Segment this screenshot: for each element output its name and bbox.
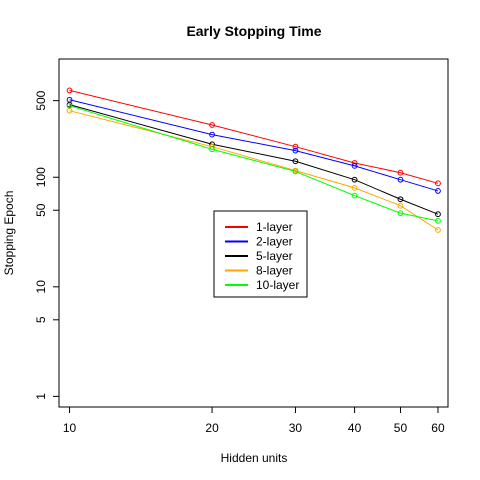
y-tick-label: 100	[34, 167, 48, 187]
legend-label: 2-layer	[256, 235, 293, 249]
y-tick-label: 500	[34, 90, 48, 110]
x-tick-label: 40	[348, 421, 362, 435]
series-line	[69, 89, 439, 184]
y-tick-label: 50	[34, 203, 48, 217]
x-tick-label: 20	[205, 421, 219, 435]
series-10-layer	[66, 102, 441, 224]
series-1-layer	[66, 87, 441, 187]
x-tick-label: 50	[394, 421, 408, 435]
data-point	[397, 210, 404, 217]
series-line	[69, 99, 439, 192]
y-tick-label: 10	[34, 280, 48, 294]
x-tick-label: 30	[289, 421, 303, 435]
data-point	[351, 162, 358, 169]
data-point	[209, 146, 215, 153]
data-point	[397, 176, 404, 183]
y-tick-label: 1	[34, 393, 48, 400]
y-tick-label: 5	[34, 316, 48, 323]
data-point	[351, 184, 358, 191]
x-tick-label: 10	[63, 421, 77, 435]
data-point	[292, 158, 299, 165]
legend-label: 1-layer	[256, 220, 293, 234]
series-line	[69, 110, 439, 231]
data-point	[292, 147, 299, 154]
data-point	[209, 122, 215, 128]
data-point	[435, 217, 441, 224]
data-point	[351, 192, 358, 199]
x-tick-label: 60	[431, 421, 445, 435]
data-point	[397, 196, 404, 203]
data-point	[435, 180, 441, 187]
data-point	[209, 131, 215, 138]
legend-label: 8-layer	[256, 264, 293, 278]
data-point	[397, 202, 404, 209]
data-point	[435, 188, 441, 194]
data-point	[351, 176, 358, 183]
chart-title: Early Stopping Time	[186, 23, 321, 39]
x-axis-label: Hidden units	[221, 451, 288, 465]
data-point	[66, 87, 73, 94]
data-point	[435, 227, 441, 233]
data-point	[435, 211, 441, 218]
data-point	[292, 143, 299, 150]
data-point	[292, 168, 299, 175]
series-2-layer	[66, 96, 441, 194]
y-axis-label: Stopping Epoch	[2, 191, 16, 276]
data-point	[397, 169, 404, 176]
plot-area-border	[58, 58, 449, 408]
series-line	[69, 105, 439, 222]
legend-box	[213, 210, 308, 298]
y-axis: 1 5 10 50 100 500	[34, 90, 59, 400]
series-line	[69, 104, 439, 215]
series-layer	[66, 87, 441, 233]
legend-label: 10-layer	[256, 278, 299, 292]
legend-label: 5-layer	[256, 249, 293, 263]
data-point	[66, 102, 73, 109]
x-axis: 10 20 30 40 50 60	[63, 407, 445, 435]
